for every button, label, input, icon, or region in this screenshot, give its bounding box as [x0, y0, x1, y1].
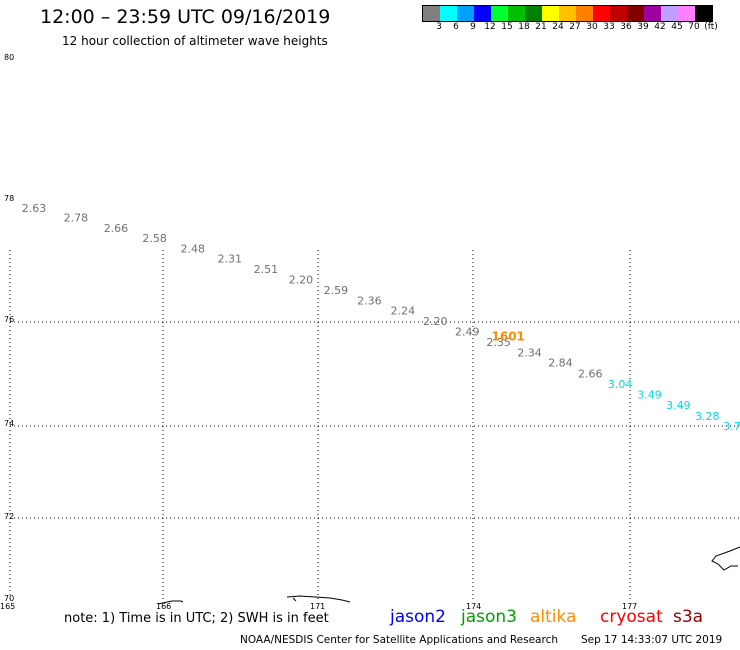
axis-tick-labels: 165 166 171 174 177 80 78 76 74 72 70: [0, 53, 637, 611]
colorbar-swatch: [644, 6, 661, 21]
wave-height-observations: 2.63 2.78 2.66 2.58 2.48 2.31 2.51 2.20 2.59 2.36…: [22, 202, 740, 433]
graticule: [9, 250, 740, 600]
colorbar-swatch: [559, 6, 576, 21]
colorbar-label: 3: [436, 22, 442, 32]
wave-height-value: 3.71: [723, 420, 740, 433]
latitude-tick-label: 78: [4, 194, 14, 203]
colorbar-label: 45: [671, 22, 683, 32]
longitude-tick-label: 165: [0, 602, 15, 611]
colorbar-label: 12: [484, 22, 496, 32]
longitude-tick-label: 166: [156, 602, 171, 611]
colorbar-label: 6: [453, 22, 459, 32]
map-title: 12:00 – 23:59 UTC 09/16/2019: [40, 6, 331, 28]
colorbar-swatch: [440, 6, 457, 21]
map-subtitle: 12 hour collection of altimeter wave hei…: [62, 34, 328, 48]
coastline: [157, 546, 740, 605]
colorbar-label: 39: [637, 22, 649, 32]
latitude-tick-label: 70: [4, 594, 14, 603]
pass-time-label: 1601: [492, 330, 525, 344]
colorbar-label: 33: [603, 22, 615, 32]
wave-height-value: 2.66: [104, 222, 129, 235]
colorbar-swatch: [542, 6, 559, 21]
footer-note: note: 1) Time is in UTC; 2) SWH is in fe…: [64, 611, 329, 626]
wave-height-value: 2.51: [254, 263, 279, 276]
wave-height-value: 2.31: [218, 253, 243, 266]
longitude-tick-label: 171: [310, 602, 325, 611]
coastline-segment: [711, 546, 740, 571]
wave-height-value: 2.78: [64, 212, 89, 225]
latitude-tick-label: 80: [4, 53, 14, 62]
colorbar-swatch: [678, 6, 695, 21]
colorbar-swatch: [474, 6, 491, 21]
wave-height-value: 2.58: [142, 232, 167, 245]
legend-s3a: s3a: [673, 607, 704, 627]
wave-height-value: 2.59: [324, 284, 349, 297]
colorbar-swatch: [457, 6, 474, 21]
colorbar-labels: 3 6 9 12 15 18 21 24 27 30 33 36 39 42 45 70 (ft): [422, 22, 740, 34]
wave-height-value: 2.84: [548, 357, 573, 370]
credit-date: Sep 17 14:33:07 UTC 2019: [581, 634, 723, 646]
colorbar-swatch: [508, 6, 525, 21]
colorbar-label: 70: [688, 22, 700, 32]
colorbar-swatch: [576, 6, 593, 21]
wave-height-value: 2.63: [22, 202, 47, 215]
colorbar-swatch: [695, 6, 712, 21]
latitude-tick-label: 76: [4, 315, 14, 324]
legend-jason2: jason2: [390, 607, 446, 627]
colorbar-label: 36: [620, 22, 632, 32]
wave-height-value: 3.49: [637, 388, 662, 401]
coastline-segment: [286, 595, 351, 603]
colorbar-swatch: [423, 6, 440, 21]
wave-height-value: 2.20: [289, 274, 314, 287]
coastline-segment: [292, 597, 297, 602]
wave-height-value: 2.66: [578, 368, 603, 381]
wave-height-colorbar: [422, 5, 713, 22]
colorbar-label: 18: [518, 22, 530, 32]
colorbar-swatch: [610, 6, 627, 21]
wave-height-value: 3.04: [608, 378, 633, 391]
colorbar-label: 15: [501, 22, 513, 32]
colorbar-label: 21: [535, 22, 547, 32]
legend-jason3: jason3: [461, 607, 517, 627]
wave-height-value: 3.49: [666, 399, 691, 412]
wave-height-value: 3.28: [695, 410, 720, 423]
colorbar-label: 30: [586, 22, 598, 32]
wave-height-value: 2.20: [423, 315, 448, 328]
colorbar-swatch: [491, 6, 508, 21]
wave-height-value: 2.35: [486, 336, 511, 349]
longitude-tick-label: 177: [622, 602, 637, 611]
latitude-tick-label: 72: [4, 512, 14, 521]
latitude-tick-label: 74: [4, 419, 14, 428]
wave-height-value: 2.36: [357, 294, 382, 307]
colorbar-label: 27: [569, 22, 581, 32]
colorbar-label: 9: [470, 22, 476, 32]
legend-cryosat: cryosat: [600, 607, 663, 627]
wave-height-value: 2.24: [391, 305, 416, 318]
colorbar-swatch: [661, 6, 678, 21]
colorbar-swatch: [627, 6, 644, 21]
wave-height-value: 2.49: [455, 326, 480, 339]
colorbar-label: 24: [552, 22, 564, 32]
colorbar-swatch: [525, 6, 542, 21]
legend-altika: altika: [530, 607, 577, 627]
colorbar-label: (ft): [704, 22, 718, 32]
wave-height-value: 2.48: [181, 242, 206, 255]
colorbar-swatch: [593, 6, 610, 21]
longitude-tick-label: 174: [466, 602, 481, 611]
colorbar-label: 42: [654, 22, 666, 32]
wave-height-value: 2.34: [517, 346, 542, 359]
coastline-segment: [157, 600, 184, 605]
credit-text: NOAA/NESDIS Center for Satellite Applica…: [240, 634, 558, 646]
